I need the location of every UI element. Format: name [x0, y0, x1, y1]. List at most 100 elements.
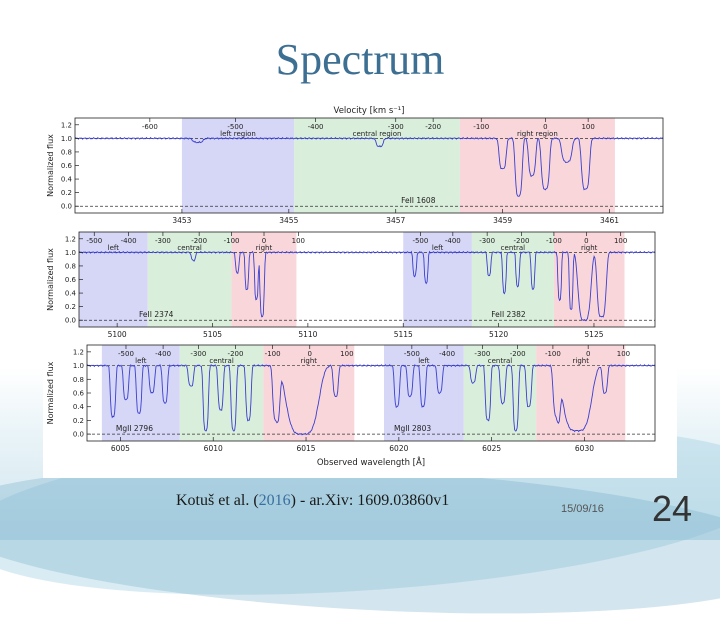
x-tick-label: 5120 [489, 330, 508, 339]
y-tick-label: 0.6 [65, 276, 77, 284]
y-tick-label: 1.2 [61, 121, 72, 129]
region-band [536, 345, 626, 441]
velocity-tick-label: 100 [581, 123, 594, 131]
x-tick-label: 3455 [279, 216, 298, 225]
region-label: left [135, 357, 147, 365]
ion-label: FeII 1608 [401, 196, 436, 205]
y-axis-label: Normalized flux [46, 248, 55, 311]
region-band [79, 232, 148, 327]
velocity-tick-label: -500 [412, 237, 428, 245]
citation-rest: ) - ar.Xiv: 1609.03860v1 [290, 492, 450, 509]
velocity-tick-label: -100 [473, 123, 489, 131]
velocity-tick-label: -400 [308, 123, 324, 131]
x-tick-label: 3453 [172, 216, 191, 225]
x-tick-label: 5110 [298, 330, 317, 339]
ion-label: FeII 2382 [491, 310, 526, 319]
region-label: right [581, 244, 598, 252]
velocity-tick-label: -100 [265, 350, 281, 358]
velocity-tick-label: 0 [584, 237, 588, 245]
region-label: central region [353, 130, 402, 138]
region-label: central [488, 357, 513, 365]
x-tick-label: 3457 [386, 216, 405, 225]
region-band [147, 232, 232, 327]
velocity-tick-label: -500 [118, 350, 134, 358]
velocity-tick-label: 100 [340, 350, 353, 358]
velocity-tick-label: 100 [617, 350, 630, 358]
region-band [231, 232, 297, 327]
y-tick-label: 0.2 [65, 303, 76, 311]
velocity-tick-label: -200 [514, 237, 530, 245]
citation-year: 2016 [258, 492, 291, 509]
region-band [471, 232, 554, 327]
velocity-tick-label: -500 [86, 237, 102, 245]
velocity-tick-label: -200 [228, 350, 244, 358]
region-label: left [432, 244, 444, 252]
region-label: right region [517, 130, 558, 138]
region-label: central [209, 357, 234, 365]
y-tick-label: 0.8 [73, 376, 84, 384]
region-label: central [501, 244, 526, 252]
region-label: right [256, 244, 273, 252]
x-tick-label: 6030 [575, 444, 594, 453]
velocity-tick-label: 100 [614, 237, 627, 245]
region-band [403, 232, 472, 327]
x-tick-label: 3461 [600, 216, 619, 225]
y-tick-label: 0.2 [61, 189, 72, 197]
region-label: right [573, 357, 590, 365]
y-tick-label: 0.0 [61, 203, 72, 211]
x-tick-label: 5125 [584, 330, 603, 339]
velocity-tick-label: 0 [262, 237, 266, 245]
velocity-tick-label: -300 [190, 350, 206, 358]
spectrum-line [86, 363, 656, 436]
y-tick-label: 0.4 [65, 290, 77, 298]
y-tick-label: 0.4 [61, 176, 73, 184]
x-tick-label: 3459 [493, 216, 512, 225]
x-axis-label: Observed wavelength [Å] [317, 456, 425, 468]
x-tick-label: 6015 [296, 444, 315, 453]
y-tick-label: 0.0 [65, 317, 76, 325]
slide-number: 24 [652, 488, 693, 529]
y-tick-label: 0.0 [73, 431, 84, 439]
spectrum-figure: left region central region right region 0.0… [43, 97, 677, 478]
y-axis-label: Normalized flux [46, 134, 55, 197]
region-label: right [301, 357, 318, 365]
region-band [459, 118, 615, 213]
slide-title: Spectrum [275, 35, 445, 84]
region-label: left region [220, 130, 256, 138]
velocity-tick-label: -200 [191, 237, 207, 245]
y-tick-label: 0.6 [73, 390, 85, 398]
velocity-tick-label: -300 [155, 237, 171, 245]
y-tick-label: 1.2 [73, 348, 84, 356]
x-tick-label: 5115 [394, 330, 413, 339]
ion-label: MgII 2796 [116, 424, 153, 433]
spectrum-chart: left region central region right region 0.0… [46, 106, 664, 468]
velocity-tick-label: -100 [546, 237, 562, 245]
x-tick-label: 6020 [389, 444, 408, 453]
region-label: central [177, 244, 202, 252]
ion-label: FeII 2374 [139, 310, 174, 319]
region-band [463, 345, 537, 441]
spectrum-line [74, 136, 664, 197]
citation-authors: Kotuš et al. ( [176, 492, 259, 509]
velocity-tick-label: -400 [155, 350, 171, 358]
x-tick-label: 5100 [108, 330, 127, 339]
velocity-axis-label: Velocity [km s⁻¹] [334, 106, 405, 116]
y-tick-label: 0.2 [73, 417, 84, 425]
spectrum-line [78, 250, 656, 322]
velocity-tick-label: -300 [474, 350, 490, 358]
slide-date: 15/09/16 [561, 503, 604, 515]
x-tick-label: 6025 [482, 444, 501, 453]
x-tick-label: 6010 [204, 444, 223, 453]
region-band [383, 345, 464, 441]
velocity-tick-label: -600 [142, 123, 158, 131]
velocity-tick-label: -500 [404, 350, 420, 358]
region-band [294, 118, 460, 213]
citation: Kotuš et al. (2016) - ar.Xiv: 1609.03860… [176, 492, 449, 510]
region-band [179, 345, 264, 441]
velocity-tick-label: 0 [308, 350, 312, 358]
y-tick-label: 1.0 [61, 135, 72, 143]
y-tick-label: 0.4 [73, 403, 85, 411]
velocity-tick-label: -200 [425, 123, 441, 131]
velocity-tick-label: -500 [227, 123, 243, 131]
y-tick-label: 1.2 [65, 235, 76, 243]
